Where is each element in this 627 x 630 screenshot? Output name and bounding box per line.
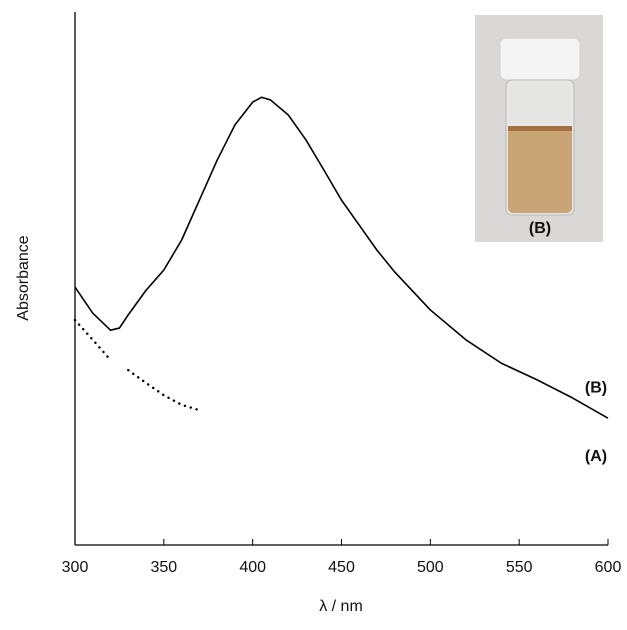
series-line — [74, 96, 609, 419]
x-tick-label: 600 — [595, 559, 622, 576]
x-tick-label: 400 — [239, 559, 266, 576]
x-tick-label: 500 — [417, 559, 444, 576]
x-tick-label: 300 — [62, 559, 89, 576]
series-label: (B) — [585, 379, 607, 396]
x-tick-label: 350 — [150, 559, 177, 576]
series-line — [75, 320, 608, 487]
x-axis-label: λ / nm — [319, 598, 363, 615]
x-tick-label: 550 — [506, 559, 533, 576]
inset-label: (B) — [529, 220, 551, 237]
inset-photo — [475, 15, 603, 242]
y-axis-label: Absorbance — [15, 235, 32, 320]
series-label: (A) — [585, 448, 607, 465]
x-tick-label: 450 — [328, 559, 355, 576]
